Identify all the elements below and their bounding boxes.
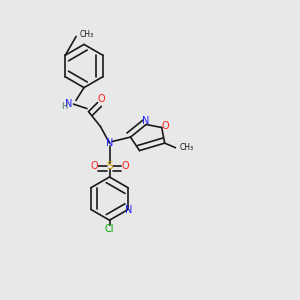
- Text: N: N: [106, 138, 113, 148]
- Text: N: N: [65, 99, 73, 109]
- Text: O: O: [98, 94, 105, 104]
- Text: N: N: [124, 205, 132, 215]
- Text: O: O: [161, 121, 169, 131]
- Text: CH₃: CH₃: [80, 31, 94, 40]
- Text: O: O: [90, 160, 98, 171]
- Text: N: N: [142, 116, 150, 126]
- Text: H: H: [61, 102, 68, 111]
- Text: Cl: Cl: [105, 224, 114, 234]
- Text: CH₃: CH₃: [180, 143, 194, 152]
- Text: S: S: [106, 160, 113, 171]
- Text: O: O: [121, 160, 129, 171]
